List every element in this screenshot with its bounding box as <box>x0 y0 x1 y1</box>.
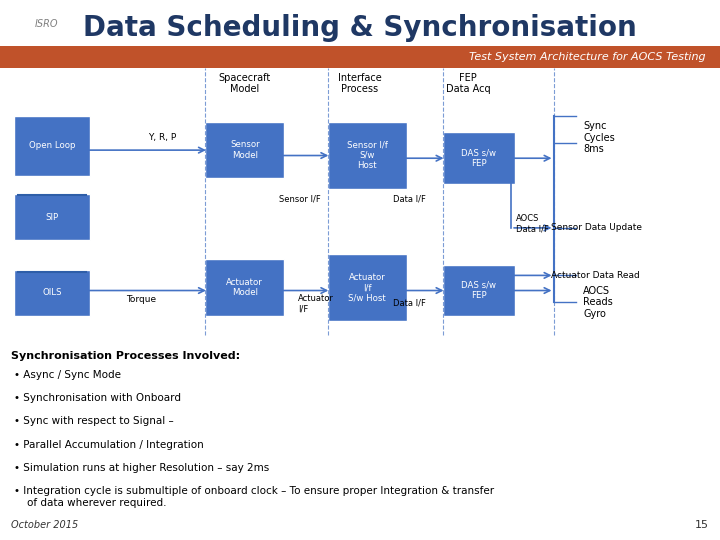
FancyBboxPatch shape <box>328 254 407 321</box>
Text: Sync
Cycles
8ms: Sync Cycles 8ms <box>583 121 615 154</box>
Text: Torque: Torque <box>126 295 156 304</box>
FancyBboxPatch shape <box>0 46 720 68</box>
Text: Sensor I/F: Sensor I/F <box>279 194 321 203</box>
Text: AOCS
Reads
Gyro: AOCS Reads Gyro <box>583 286 613 319</box>
Text: • Sync with respect to Signal –: • Sync with respect to Signal – <box>14 416 174 427</box>
Text: Open Loop: Open Loop <box>29 141 76 150</box>
Text: Spacecraft
Model: Spacecraft Model <box>219 73 271 94</box>
FancyBboxPatch shape <box>14 270 90 316</box>
Text: Data I/F: Data I/F <box>393 194 426 203</box>
FancyBboxPatch shape <box>328 122 407 189</box>
Text: Actuator
Model: Actuator Model <box>226 278 264 297</box>
Text: Data Scheduling & Synchronisation: Data Scheduling & Synchronisation <box>83 14 637 42</box>
Text: • Async / Sync Mode: • Async / Sync Mode <box>14 370 122 380</box>
Text: • Synchronisation with Onboard: • Synchronisation with Onboard <box>14 393 181 403</box>
Text: Sensor Data Update: Sensor Data Update <box>551 224 642 232</box>
Text: • Parallel Accumulation / Integration: • Parallel Accumulation / Integration <box>14 440 204 450</box>
Text: Test System Architecture for AOCS Testing: Test System Architecture for AOCS Testin… <box>469 52 706 62</box>
Text: Interface
Process: Interface Process <box>338 73 382 94</box>
FancyBboxPatch shape <box>14 194 90 240</box>
Text: DAS s/w
FEP: DAS s/w FEP <box>462 148 496 167</box>
Text: Sensor
Model: Sensor Model <box>230 140 260 159</box>
FancyBboxPatch shape <box>205 122 284 178</box>
Text: FEP
Data Acq: FEP Data Acq <box>446 73 490 94</box>
Text: October 2015: October 2015 <box>11 520 78 530</box>
Text: Y, R, P: Y, R, P <box>148 133 176 142</box>
Text: 15: 15 <box>696 520 709 530</box>
Text: Actuator Data Read: Actuator Data Read <box>551 271 639 280</box>
FancyBboxPatch shape <box>14 116 90 176</box>
Text: Actuator
I/F: Actuator I/F <box>298 294 334 313</box>
FancyBboxPatch shape <box>205 259 284 316</box>
Text: ISRO: ISRO <box>35 19 58 29</box>
Text: • Integration cycle is submultiple of onboard clock – To ensure proper Integrati: • Integration cycle is submultiple of on… <box>14 486 495 508</box>
Text: Actuator
I/f
S/w Host: Actuator I/f S/w Host <box>348 273 386 302</box>
Text: Data I/F: Data I/F <box>393 299 426 308</box>
FancyBboxPatch shape <box>443 265 515 316</box>
Text: • Simulation runs at higher Resolution – say 2ms: • Simulation runs at higher Resolution –… <box>14 463 270 473</box>
Text: AOCS
Data I/F: AOCS Data I/F <box>516 214 549 234</box>
Text: DAS s/w
FEP: DAS s/w FEP <box>462 281 496 300</box>
Text: Synchronisation Processes Involved:: Synchronisation Processes Involved: <box>11 351 240 361</box>
Text: OILS: OILS <box>42 288 62 298</box>
Text: SIP: SIP <box>45 213 59 222</box>
Text: Sensor I/f
S/w
Host: Sensor I/f S/w Host <box>347 140 387 170</box>
FancyBboxPatch shape <box>443 132 515 184</box>
